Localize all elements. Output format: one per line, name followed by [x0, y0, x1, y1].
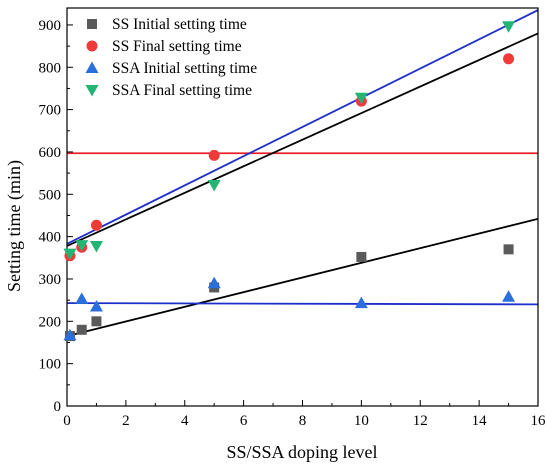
data-point	[63, 248, 77, 261]
data-point	[502, 290, 516, 302]
x-tick-label: 6	[240, 413, 248, 429]
y-axis-label: Setting time (min)	[4, 160, 25, 292]
legend-label: SSA Initial setting time	[112, 60, 257, 77]
data-point	[76, 324, 87, 335]
data-point	[354, 296, 368, 309]
data-point	[90, 219, 102, 231]
x-tick-label: 4	[181, 413, 189, 429]
data-point	[89, 240, 103, 253]
y-tick-label: 200	[39, 314, 62, 330]
y-tick-label: 600	[39, 145, 62, 161]
legend-marker	[86, 40, 98, 52]
x-tick-label: 14	[472, 413, 488, 429]
fit-lines	[67, 9, 538, 338]
legend-marker	[85, 85, 99, 97]
x-axis-label: SS/SSA doping level	[226, 442, 377, 462]
y-tick-label: 0	[54, 399, 62, 415]
x-tick-label: 0	[63, 413, 71, 429]
legend-label: SS Initial setting time	[112, 16, 247, 33]
data-point	[208, 149, 220, 161]
data-point	[503, 53, 515, 65]
fit-line	[67, 302, 538, 306]
data-point	[207, 179, 221, 192]
data-points	[63, 21, 516, 342]
fit-line	[67, 32, 538, 247]
legend-label: SSA Final setting time	[112, 82, 252, 99]
y-tick-label: 300	[39, 272, 62, 288]
y-tick-label: 100	[39, 357, 62, 373]
x-tick-label: 10	[354, 413, 369, 429]
axes: 0 2 4 6 8 10 12 14 16 0 100 200 300 400 500 600 700 800 90…	[39, 7, 547, 429]
data-point	[502, 21, 516, 33]
legend: SS Initial setting time SS Final setting …	[85, 16, 257, 99]
data-point	[75, 292, 89, 304]
legend-label: SS Final setting time	[112, 38, 242, 55]
y-tick-label: 400	[39, 230, 62, 246]
x-tick-label: 16	[531, 413, 547, 429]
fit-line	[67, 9, 538, 245]
legend-marker	[85, 61, 99, 73]
x-tick-label: 2	[122, 413, 130, 429]
legend-marker	[87, 19, 97, 29]
y-tick-label: 900	[39, 18, 62, 34]
data-point	[75, 240, 89, 252]
y-tick-label: 800	[39, 60, 62, 76]
y-tick-label: 700	[39, 103, 62, 119]
data-point	[91, 316, 102, 327]
data-point	[503, 244, 514, 255]
data-point	[356, 251, 367, 262]
x-tick-label: 8	[299, 413, 307, 429]
x-tick-label: 12	[413, 413, 428, 429]
y-tick-label: 500	[39, 187, 62, 203]
data-point	[63, 328, 77, 341]
fit-line	[67, 217, 538, 338]
data-point	[89, 300, 103, 312]
data-point	[354, 92, 368, 105]
data-point	[207, 276, 221, 289]
